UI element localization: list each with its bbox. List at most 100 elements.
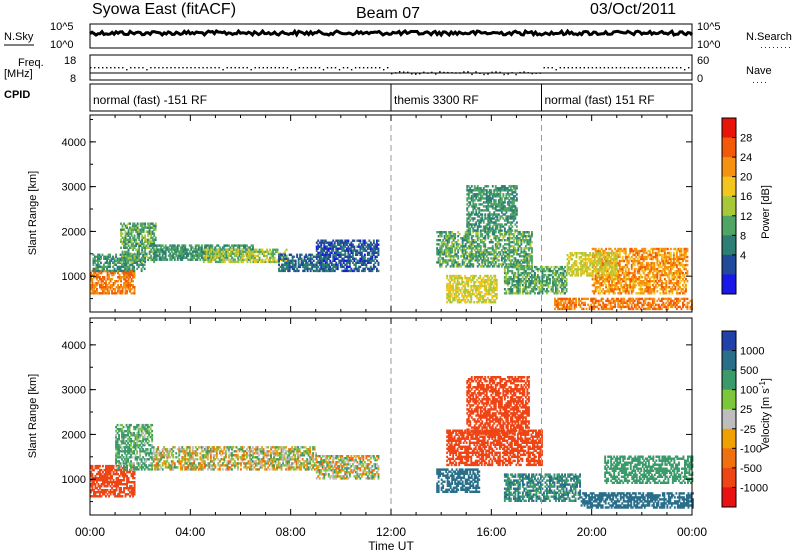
freq-point xyxy=(234,67,236,69)
heatmap-cell xyxy=(130,238,133,241)
heatmap-cell xyxy=(511,199,514,202)
heatmap-cell xyxy=(642,301,645,305)
freq-point xyxy=(110,67,112,69)
heatmap-cell xyxy=(479,213,482,216)
heatmap-cell xyxy=(164,254,167,257)
heatmap-cell xyxy=(644,299,647,303)
heatmap-cell xyxy=(487,237,490,240)
heatmap-cell xyxy=(97,273,100,277)
heatmap-cell xyxy=(135,258,138,262)
heatmap-cell xyxy=(126,250,128,254)
heatmap-cell xyxy=(248,256,250,260)
heatmap-cell xyxy=(609,284,612,287)
heatmap-cell xyxy=(514,231,517,234)
heatmap-cell xyxy=(635,280,638,283)
heatmap-cell xyxy=(502,235,505,238)
heatmap-cell xyxy=(132,292,134,295)
heatmap-cell xyxy=(145,244,148,247)
heatmap-cell xyxy=(493,201,496,204)
heatmap-cell xyxy=(508,209,511,212)
heatmap-cell xyxy=(509,245,512,248)
heatmap-cell xyxy=(359,253,362,256)
heatmap-cell xyxy=(181,254,184,257)
heatmap-cell xyxy=(126,286,128,289)
heatmap-cell xyxy=(627,273,630,277)
heatmap-cell xyxy=(686,301,689,305)
heatmap-cell xyxy=(318,261,321,264)
freq-point xyxy=(266,67,268,69)
heatmap-cell xyxy=(126,280,128,283)
heatmap-cell xyxy=(338,251,341,254)
heatmap-cell xyxy=(475,205,478,208)
heatmap-cell xyxy=(469,265,472,268)
heatmap-cell xyxy=(302,259,305,262)
heatmap-cell xyxy=(124,284,127,287)
heatmap-cell xyxy=(477,297,480,300)
heatmap-cell xyxy=(127,252,130,256)
heatmap-cell xyxy=(506,207,509,210)
heatmap-cell xyxy=(224,254,227,257)
heatmap-cell xyxy=(91,288,94,291)
heatmap-cell xyxy=(562,269,565,273)
heatmap-cell xyxy=(123,236,125,239)
heatmap-cell xyxy=(129,232,131,235)
heatmap-cell xyxy=(476,278,479,282)
heatmap-cell xyxy=(509,189,512,192)
heatmap-cell xyxy=(474,274,477,278)
heatmap-cell xyxy=(493,203,496,206)
heatmap-cell xyxy=(515,229,518,232)
heatmap-cell xyxy=(372,239,375,242)
heatmap-cell xyxy=(493,255,496,258)
heatmap-cell xyxy=(488,191,491,194)
heatmap-cell xyxy=(470,253,473,256)
heatmap-cell xyxy=(369,269,372,273)
heatmap-cell xyxy=(515,280,518,283)
heatmap-cell xyxy=(458,286,461,290)
heatmap-cell xyxy=(514,187,517,190)
freq-point xyxy=(688,67,690,69)
heatmap-cell xyxy=(305,253,308,256)
heatmap-cell xyxy=(109,280,112,283)
heatmap-cell xyxy=(342,241,345,244)
heatmap-cell xyxy=(300,263,303,266)
heatmap-cell xyxy=(500,205,503,208)
heatmap-cell xyxy=(366,261,369,264)
heatmap-cell xyxy=(350,255,353,258)
heatmap-cell xyxy=(341,265,344,269)
heatmap-cell xyxy=(99,286,101,289)
heatmap-cell xyxy=(565,280,568,283)
heatmap-cell xyxy=(129,240,131,243)
heatmap-cell xyxy=(290,253,293,256)
heatmap-cell xyxy=(665,297,668,301)
heatmap-cell xyxy=(372,249,375,252)
heatmap-cell xyxy=(497,201,500,204)
freq-point xyxy=(663,67,666,69)
heatmap-cell xyxy=(120,280,122,283)
heatmap-cell xyxy=(503,280,506,283)
heatmap-cell xyxy=(476,293,479,296)
heatmap-cell xyxy=(475,251,478,254)
heatmap-cell xyxy=(648,303,651,307)
heatmap-cell xyxy=(460,237,463,240)
heatmap-cell xyxy=(161,256,164,259)
heatmap-cell xyxy=(446,241,449,244)
heatmap-cell xyxy=(624,251,627,255)
heatmap-cell xyxy=(466,207,469,210)
heatmap-cell xyxy=(612,292,615,295)
heatmap-cell xyxy=(369,265,372,269)
heatmap-cell xyxy=(620,278,623,281)
heatmap-cell xyxy=(591,297,594,301)
heatmap-cell xyxy=(524,261,527,264)
heatmap-cell xyxy=(266,254,268,258)
heatmap-cell xyxy=(365,245,368,248)
heatmap-cell xyxy=(345,259,348,262)
heatmap-cell xyxy=(602,280,605,283)
heatmap-cell xyxy=(132,258,134,262)
heatmap-cell xyxy=(450,284,453,288)
heatmap-cell xyxy=(138,244,141,247)
heatmap-cell xyxy=(552,288,554,291)
heatmap-cell xyxy=(317,253,320,256)
heatmap-cell xyxy=(196,250,199,253)
heatmap-cell xyxy=(686,297,689,301)
heatmap-cell xyxy=(318,241,321,244)
